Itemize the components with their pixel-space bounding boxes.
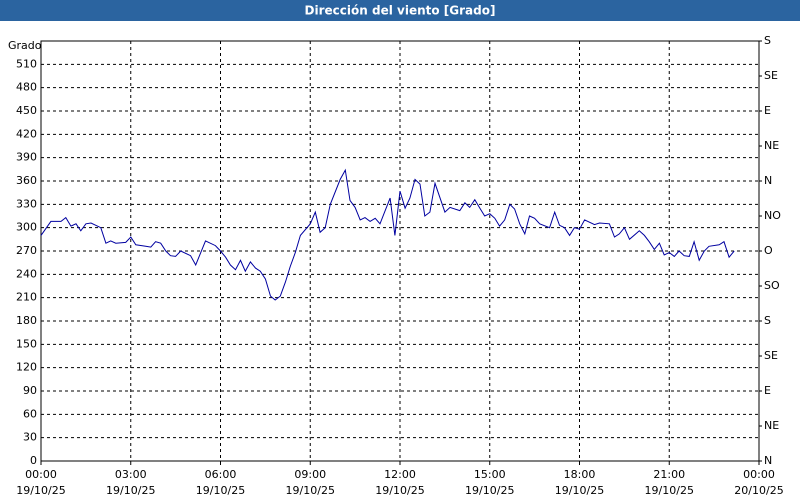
y-tick-label: 510	[16, 57, 37, 70]
x-tick-date: 19/10/25	[645, 484, 694, 497]
x-tick-date: 19/10/25	[555, 484, 604, 497]
y-tick-label: 420	[16, 127, 37, 140]
y2-tick-label: NO	[764, 209, 781, 222]
x-tick-label: 18:00	[564, 468, 596, 481]
x-tick-label: 00:00	[743, 468, 775, 481]
y-tick-label: 150	[16, 337, 37, 350]
y-tick-label: 0	[30, 454, 37, 467]
y2-tick-label: S	[764, 34, 771, 47]
data-line	[40, 168, 735, 301]
y-tick-label: 90	[23, 384, 37, 397]
y-tick-label: 60	[23, 407, 37, 420]
y-tick-label: 30	[23, 431, 37, 444]
y2-tick-label: NE	[764, 419, 779, 432]
y-tick-label: 390	[16, 151, 37, 164]
y2-tick-label: N	[764, 454, 772, 467]
x-tick-date: 20/10/25	[734, 484, 783, 497]
x-tick-date: 19/10/25	[106, 484, 155, 497]
x-tick-date: 19/10/25	[196, 484, 245, 497]
y-tick-label: 330	[16, 197, 37, 210]
x-tick-date: 19/10/25	[465, 484, 514, 497]
x-tick-label: 12:00	[384, 468, 416, 481]
y-tick-label: 180	[16, 314, 37, 327]
y-tick-label: 120	[16, 361, 37, 374]
y-tick-label: 360	[16, 174, 37, 187]
y2-tick-label: SO	[764, 279, 780, 292]
y-axis-label: Grado	[8, 39, 42, 52]
y2-tick-label: E	[764, 384, 771, 397]
chart-title: Dirección del viento [Grado]	[305, 4, 496, 18]
x-tick-date: 19/10/25	[375, 484, 424, 497]
y-tick-label: 480	[16, 81, 37, 94]
y2-tick-label: N	[764, 174, 772, 187]
y2-tick-label: SE	[764, 349, 778, 362]
y-tick-label: 450	[16, 104, 37, 117]
y2-tick-label: E	[764, 104, 771, 117]
y2-tick-label: O	[764, 244, 773, 257]
y-tick-label: 270	[16, 244, 37, 257]
x-tick-date: 19/10/25	[16, 484, 65, 497]
x-tick-label: 21:00	[653, 468, 685, 481]
y2-tick-label: S	[764, 314, 771, 327]
x-tick-label: 06:00	[205, 468, 237, 481]
y-tick-label: 210	[16, 291, 37, 304]
x-tick-label: 09:00	[294, 468, 326, 481]
x-tick-date: 19/10/25	[286, 484, 335, 497]
x-tick-label: 00:00	[25, 468, 57, 481]
y-tick-label: 300	[16, 221, 37, 234]
title-bar	[0, 0, 800, 21]
y2-tick-label: SE	[764, 69, 778, 82]
x-tick-label: 03:00	[115, 468, 147, 481]
y2-tick-label: NE	[764, 139, 779, 152]
x-tick-label: 15:00	[474, 468, 506, 481]
y-tick-label: 240	[16, 267, 37, 280]
